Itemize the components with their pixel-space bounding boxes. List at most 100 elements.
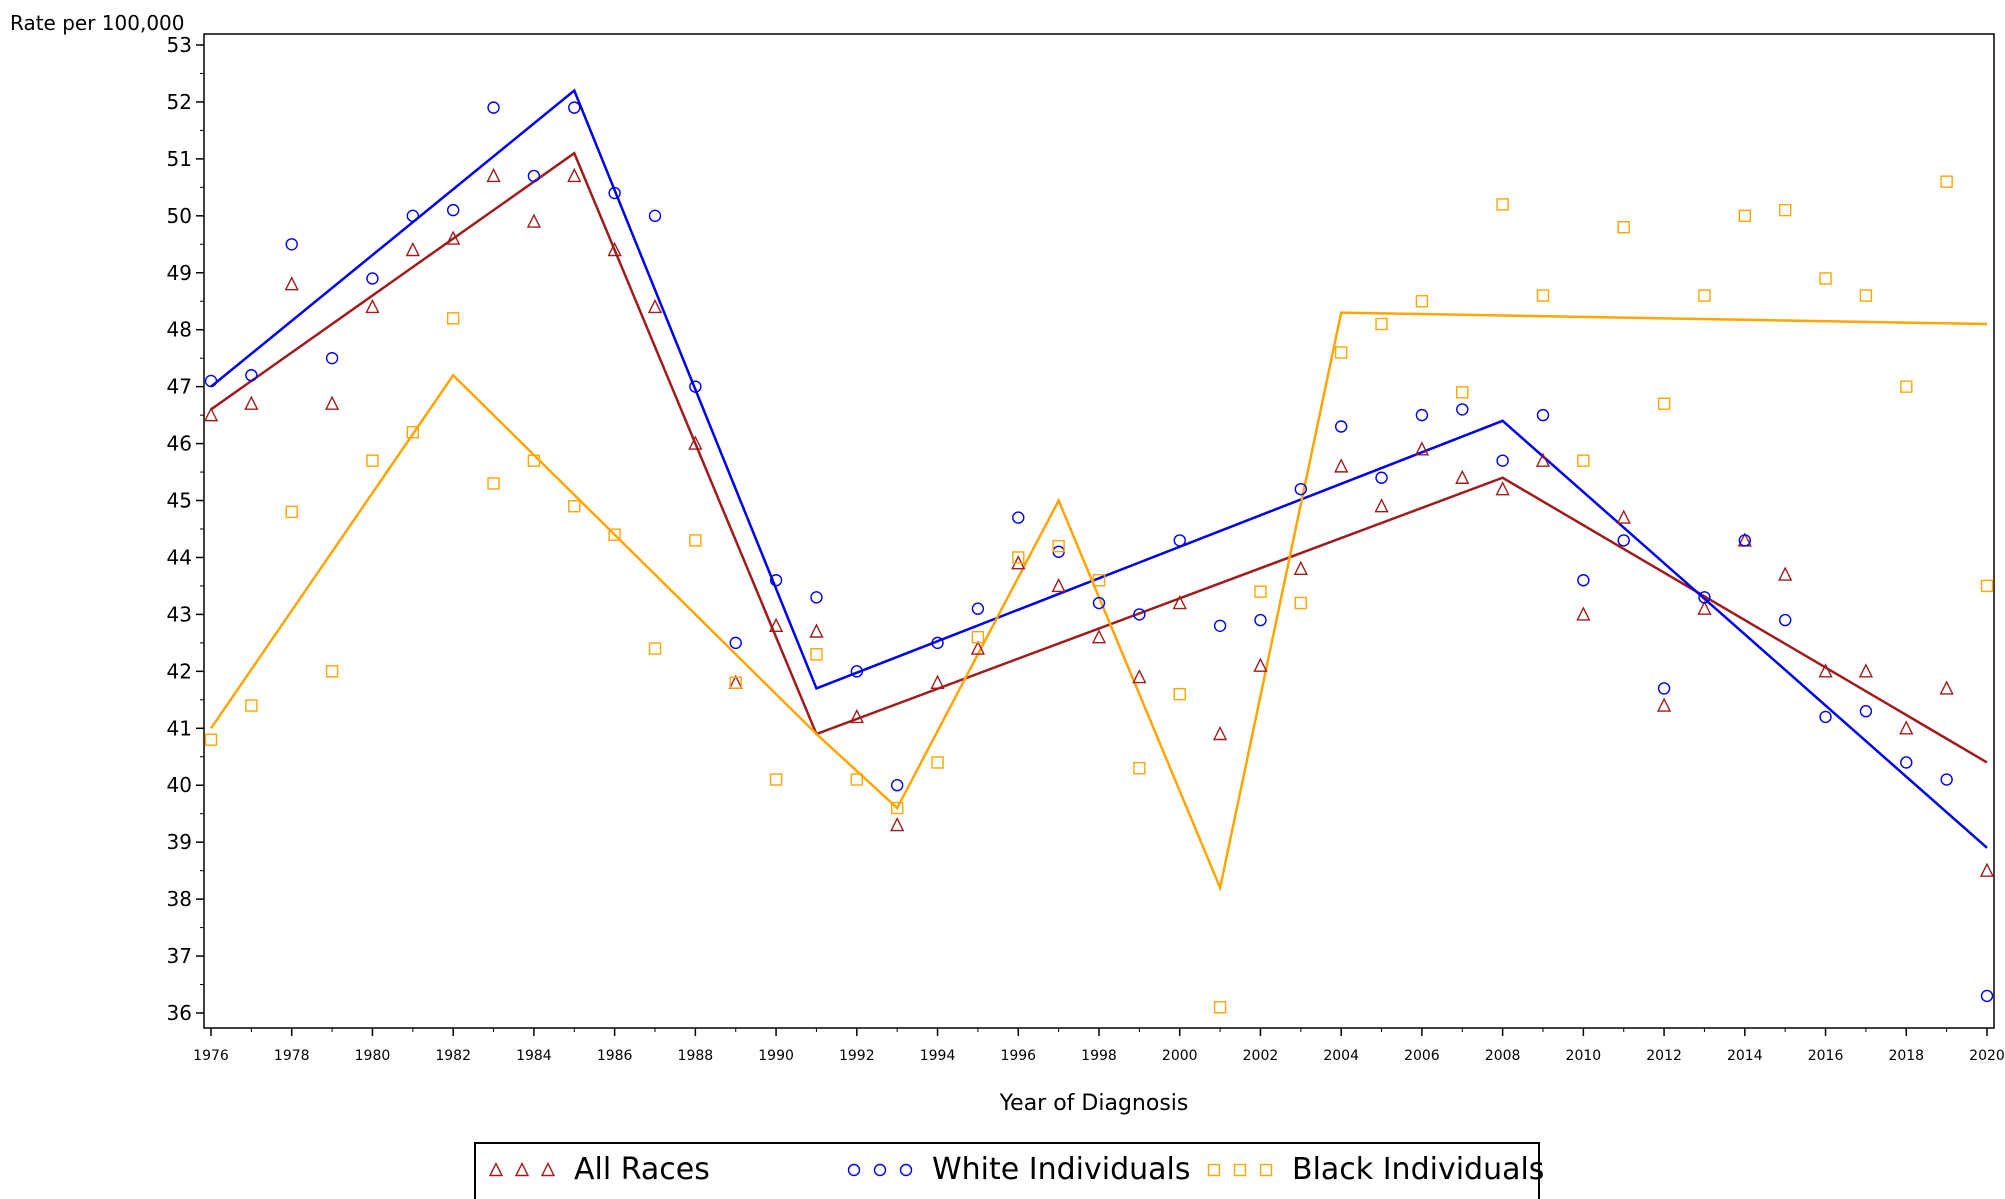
y-tick-label: 47 [167,375,192,399]
y-tick-label: 46 [167,432,192,456]
point-white-individuals [1778,613,1792,627]
y-tick-label: 51 [167,147,192,171]
x-tick-label: 2000 [1162,1048,1198,1064]
point-black-individuals [1254,585,1267,598]
point-all-races [1858,663,1874,678]
triangle-legend-shape [488,1161,504,1176]
square-legend-shape [1233,1163,1247,1176]
point-all-races [1455,469,1470,484]
point-black-individuals [1577,454,1590,467]
trend-line-all-races [210,151,1988,764]
point-white-individuals [1092,596,1106,610]
point-white-individuals [325,351,339,365]
point-white-individuals [971,602,985,615]
point-all-races [1535,452,1551,467]
x-tick-label: 2008 [1485,1048,1521,1064]
point-all-races [1818,663,1833,678]
point-all-races [688,435,703,450]
x-tick-label: 1986 [597,1048,633,1064]
point-white-individuals [1900,756,1913,769]
point-all-races [647,298,663,314]
point-white-individuals [1415,408,1429,422]
point-white-individuals [1657,682,1671,695]
point-all-races [1414,441,1430,456]
point-white-individuals [810,591,823,604]
point-black-individuals [1738,209,1752,223]
triangle-legend-shape [514,1161,530,1176]
point-white-individuals [1133,608,1146,621]
point-white-individuals [285,238,298,251]
point-black-individuals [1617,221,1630,234]
point-black-individuals [769,773,783,786]
point-black-individuals [406,426,420,439]
point-black-individuals [1980,579,1994,593]
point-all-races [930,674,945,689]
triangle-legend-icon [514,1161,530,1176]
legend-label-all-races: All Races [574,1152,710,1187]
point-black-individuals [729,676,742,689]
point-black-individuals [890,801,904,815]
point-all-races [1172,594,1187,610]
point-all-races [1899,720,1914,735]
square-legend-shape [1259,1163,1273,1176]
y-tick-label: 50 [167,204,192,228]
point-all-races [809,623,824,638]
circle-legend-icon [847,1163,861,1176]
point-all-races [1697,600,1712,615]
point-white-individuals [568,101,581,114]
point-black-individuals [325,665,339,678]
point-black-individuals [931,756,944,769]
point-all-races [244,395,259,410]
point-black-individuals [971,630,985,644]
point-white-individuals [1819,710,1832,724]
point-all-races [365,298,380,314]
point-all-races [1374,498,1389,513]
point-white-individuals [1617,534,1630,547]
point-black-individuals [1456,386,1469,399]
point-all-races [1939,680,1954,695]
plot-frame [203,33,1995,1029]
y-tick-label: 53 [167,33,192,57]
point-all-races [486,167,501,183]
x-tick-label: 2018 [1888,1048,1924,1064]
point-all-races [405,241,420,257]
point-black-individuals [366,454,379,467]
point-white-individuals [729,636,742,650]
x-tick-label: 1996 [1000,1048,1036,1064]
y-tick-label: 48 [167,318,192,342]
point-black-individuals [204,733,218,746]
point-black-individuals [1940,175,1953,188]
x-tick-label: 2006 [1404,1048,1440,1064]
trend-line-white-individuals [210,88,1988,849]
point-all-races [1253,657,1268,672]
point-all-races [1656,697,1672,712]
point-black-individuals [1698,289,1711,302]
point-all-races [1778,566,1793,581]
trend-line-black-individuals [209,311,1988,892]
x-tick-label: 1994 [920,1048,956,1064]
point-white-individuals [608,186,621,200]
point-black-individuals [1778,203,1792,217]
point-all-races [607,241,622,257]
square-legend-icon [1207,1163,1221,1176]
y-tick-label: 37 [167,944,192,968]
triangle-legend-shape [540,1161,556,1176]
point-all-races [1979,862,1995,877]
point-white-individuals [487,101,500,114]
x-tick-label: 1982 [435,1048,471,1064]
point-black-individuals [1092,574,1106,587]
point-white-individuals [689,380,702,393]
x-tick-label: 1990 [758,1048,794,1064]
circle-legend-shape [899,1163,913,1176]
legend-item-white-individuals: White Individuals [846,1152,1191,1187]
y-tick-label: 41 [167,716,192,740]
point-white-individuals [1012,511,1025,524]
point-white-individuals [1254,613,1267,627]
point-white-individuals [1213,619,1227,632]
trend-lines [209,88,1988,892]
point-white-individuals [446,203,460,217]
point-black-individuals [1052,539,1065,553]
point-white-individuals [1738,534,1752,547]
x-tick-label: 1988 [678,1048,714,1064]
